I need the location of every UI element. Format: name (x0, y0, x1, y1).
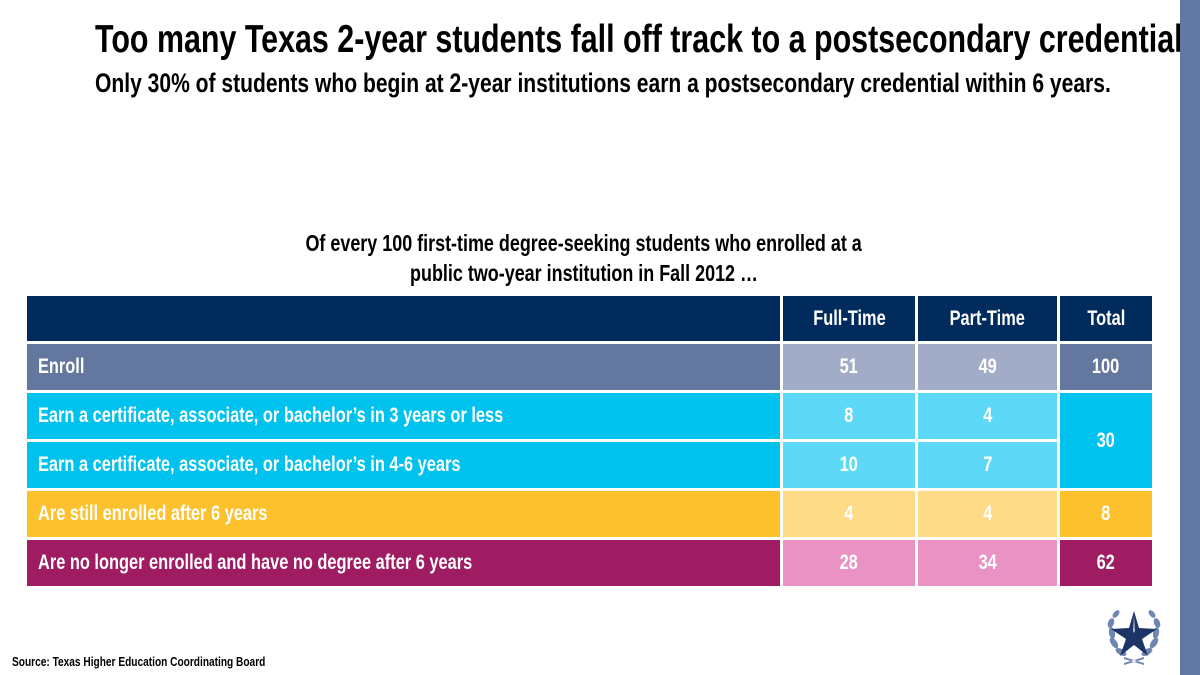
slide-subtitle: Only 30% of students who begin at 2-year… (95, 68, 1111, 98)
earn-4-6yr-full-time: 10 (783, 442, 915, 488)
enroll-total: 100 (1060, 344, 1152, 390)
earn-3yr-part-time: 4 (918, 393, 1057, 439)
row-label-no-longer-enrolled: Are no longer enrolled and have no degre… (27, 540, 780, 586)
enroll-full-time: 51 (783, 344, 915, 390)
earn-total: 30 (1060, 393, 1152, 488)
slide-title: Too many Texas 2-year students fall off … (95, 18, 1192, 61)
star-laurel-icon (1107, 610, 1161, 665)
still-enrolled-part-time: 4 (918, 491, 1057, 537)
decorative-side-bar (1180, 0, 1200, 675)
enroll-part-time: 49 (918, 344, 1057, 390)
earn-3yr-full-time: 8 (783, 393, 915, 439)
still-enrolled-full-time: 4 (783, 491, 915, 537)
header-part-time: Part-Time (918, 296, 1057, 341)
no-longer-total: 62 (1060, 540, 1152, 586)
header-full-time: Full-Time (783, 296, 915, 341)
header-total: Total (1060, 296, 1152, 341)
earn-4-6yr-part-time: 7 (918, 442, 1057, 488)
table-caption: Of every 100 first-time degree-seeking s… (305, 230, 863, 286)
still-enrolled-total: 8 (1060, 491, 1152, 537)
no-longer-full-time: 28 (783, 540, 915, 586)
row-label-enroll: Enroll (27, 344, 780, 390)
row-label-earn-3yr: Earn a certificate, associate, or bachel… (27, 393, 780, 439)
no-longer-part-time: 34 (918, 540, 1057, 586)
header-blank (27, 296, 780, 341)
row-label-earn-4-6yr: Earn a certificate, associate, or bachel… (27, 442, 780, 488)
row-label-still-enrolled: Are still enrolled after 6 years (27, 491, 780, 537)
source-note: Source: Texas Higher Education Coordinat… (12, 654, 266, 669)
